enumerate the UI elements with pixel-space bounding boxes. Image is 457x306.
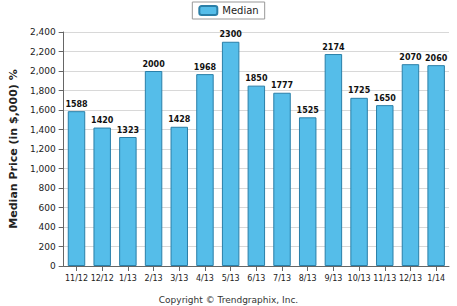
svg-text:600: 600 bbox=[38, 203, 55, 213]
svg-text:1968: 1968 bbox=[194, 63, 217, 72]
svg-text:1,800: 1,800 bbox=[30, 86, 56, 96]
svg-text:1428: 1428 bbox=[168, 115, 191, 124]
svg-text:10/13: 10/13 bbox=[348, 274, 371, 283]
svg-text:1650: 1650 bbox=[374, 94, 397, 103]
svg-text:4/13: 4/13 bbox=[196, 274, 214, 283]
svg-text:9/13: 9/13 bbox=[324, 274, 342, 283]
svg-text:1525: 1525 bbox=[297, 106, 320, 115]
svg-text:11/13: 11/13 bbox=[373, 274, 396, 283]
svg-text:1,200: 1,200 bbox=[30, 144, 56, 154]
svg-text:1420: 1420 bbox=[91, 116, 114, 125]
svg-text:2070: 2070 bbox=[399, 53, 422, 62]
svg-text:2000: 2000 bbox=[142, 60, 165, 69]
svg-text:1588: 1588 bbox=[65, 100, 88, 109]
svg-text:400: 400 bbox=[38, 222, 55, 232]
svg-text:2,400: 2,400 bbox=[30, 27, 56, 37]
svg-text:1,600: 1,600 bbox=[30, 105, 56, 115]
svg-text:11/12: 11/12 bbox=[65, 274, 88, 283]
svg-text:6/13: 6/13 bbox=[247, 274, 265, 283]
svg-text:5/13: 5/13 bbox=[222, 274, 240, 283]
svg-text:3/13: 3/13 bbox=[170, 274, 188, 283]
svg-text:12/12: 12/12 bbox=[91, 274, 114, 283]
svg-text:2060: 2060 bbox=[425, 54, 448, 63]
svg-text:1,400: 1,400 bbox=[30, 125, 56, 135]
svg-text:7/13: 7/13 bbox=[273, 274, 291, 283]
svg-text:1,000: 1,000 bbox=[30, 164, 56, 174]
svg-text:1777: 1777 bbox=[271, 81, 293, 90]
svg-text:1725: 1725 bbox=[348, 86, 371, 95]
svg-text:12/13: 12/13 bbox=[399, 274, 422, 283]
svg-text:2/13: 2/13 bbox=[145, 274, 163, 283]
svg-text:2,000: 2,000 bbox=[30, 66, 56, 76]
svg-text:0: 0 bbox=[50, 261, 56, 271]
svg-text:Median Price (in $,000) %: Median Price (in $,000) % bbox=[7, 69, 20, 228]
svg-text:Copyright © Trendgraphix, Inc.: Copyright © Trendgraphix, Inc. bbox=[159, 295, 298, 305]
svg-text:8/13: 8/13 bbox=[299, 274, 317, 283]
svg-text:1/13: 1/13 bbox=[119, 274, 137, 283]
svg-text:800: 800 bbox=[38, 183, 55, 193]
svg-text:200: 200 bbox=[38, 242, 55, 252]
svg-text:Median: Median bbox=[222, 5, 258, 16]
svg-text:2174: 2174 bbox=[322, 43, 345, 52]
svg-text:2300: 2300 bbox=[220, 30, 243, 39]
svg-text:2,200: 2,200 bbox=[30, 47, 56, 57]
svg-text:1323: 1323 bbox=[117, 126, 139, 135]
svg-text:1850: 1850 bbox=[245, 74, 268, 83]
svg-text:1/14: 1/14 bbox=[427, 274, 445, 283]
